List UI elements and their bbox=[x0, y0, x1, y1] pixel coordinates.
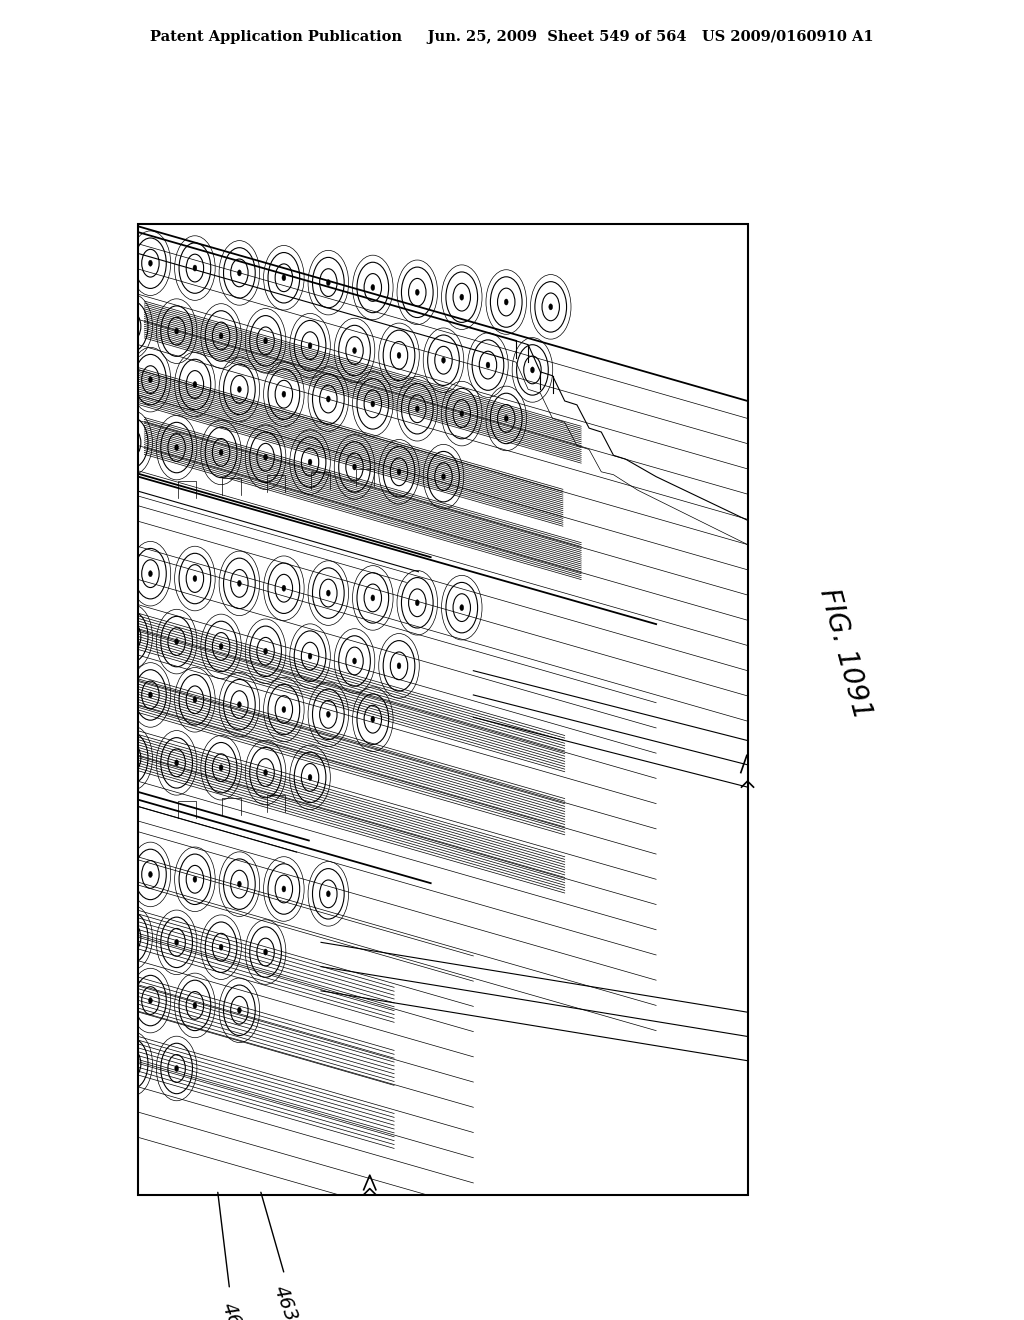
Circle shape bbox=[148, 998, 153, 1003]
Circle shape bbox=[371, 401, 375, 407]
Circle shape bbox=[219, 643, 223, 649]
Circle shape bbox=[416, 289, 419, 296]
Circle shape bbox=[460, 294, 464, 300]
Circle shape bbox=[193, 697, 197, 702]
Circle shape bbox=[130, 755, 134, 762]
Circle shape bbox=[148, 260, 153, 267]
Circle shape bbox=[397, 469, 401, 475]
Circle shape bbox=[263, 648, 267, 655]
Circle shape bbox=[238, 1007, 242, 1014]
Circle shape bbox=[148, 376, 153, 383]
Circle shape bbox=[327, 396, 330, 403]
Bar bbox=[138, 224, 748, 1195]
Circle shape bbox=[219, 944, 223, 950]
Circle shape bbox=[175, 445, 178, 450]
Circle shape bbox=[148, 871, 153, 878]
Circle shape bbox=[352, 657, 356, 664]
Circle shape bbox=[282, 886, 286, 892]
Circle shape bbox=[308, 775, 312, 780]
Text: 46367: 46367 bbox=[218, 1300, 257, 1320]
Circle shape bbox=[327, 590, 330, 597]
Circle shape bbox=[327, 711, 330, 717]
Circle shape bbox=[282, 706, 286, 713]
Circle shape bbox=[148, 692, 153, 698]
Circle shape bbox=[308, 459, 312, 465]
Circle shape bbox=[175, 639, 178, 644]
Circle shape bbox=[352, 463, 356, 470]
Circle shape bbox=[549, 304, 553, 310]
Circle shape bbox=[371, 284, 375, 290]
Circle shape bbox=[416, 599, 419, 606]
Circle shape bbox=[175, 760, 178, 766]
Circle shape bbox=[130, 634, 134, 640]
Circle shape bbox=[193, 381, 197, 388]
Circle shape bbox=[193, 265, 197, 271]
Circle shape bbox=[219, 764, 223, 771]
Circle shape bbox=[130, 440, 134, 446]
Circle shape bbox=[416, 405, 419, 412]
Circle shape bbox=[282, 391, 286, 397]
Circle shape bbox=[219, 449, 223, 455]
Circle shape bbox=[238, 387, 242, 392]
Circle shape bbox=[263, 770, 267, 776]
Circle shape bbox=[460, 605, 464, 611]
Circle shape bbox=[238, 269, 242, 276]
Circle shape bbox=[175, 1065, 178, 1072]
Circle shape bbox=[282, 275, 286, 281]
Circle shape bbox=[175, 329, 178, 334]
Circle shape bbox=[530, 367, 535, 374]
Circle shape bbox=[219, 333, 223, 339]
Circle shape bbox=[193, 876, 197, 882]
Circle shape bbox=[282, 585, 286, 591]
Circle shape bbox=[327, 280, 330, 285]
Text: Patent Application Publication     Jun. 25, 2009  Sheet 549 of 564   US 2009/016: Patent Application Publication Jun. 25, … bbox=[151, 30, 873, 44]
Circle shape bbox=[130, 935, 134, 941]
Circle shape bbox=[397, 352, 401, 359]
Circle shape bbox=[175, 940, 178, 945]
Circle shape bbox=[193, 576, 197, 582]
Circle shape bbox=[441, 474, 445, 479]
Circle shape bbox=[352, 347, 356, 354]
Circle shape bbox=[263, 949, 267, 956]
Circle shape bbox=[238, 882, 242, 887]
Text: FIG. 1091: FIG. 1091 bbox=[814, 585, 876, 722]
Circle shape bbox=[460, 411, 464, 417]
Circle shape bbox=[308, 343, 312, 348]
Circle shape bbox=[505, 416, 508, 421]
Circle shape bbox=[263, 338, 267, 343]
Circle shape bbox=[371, 595, 375, 601]
Circle shape bbox=[397, 663, 401, 669]
Circle shape bbox=[505, 300, 508, 305]
Circle shape bbox=[238, 581, 242, 586]
Circle shape bbox=[308, 653, 312, 659]
Circle shape bbox=[371, 717, 375, 722]
Circle shape bbox=[238, 702, 242, 708]
Circle shape bbox=[130, 323, 134, 329]
Circle shape bbox=[193, 1002, 197, 1008]
Circle shape bbox=[486, 362, 489, 368]
Circle shape bbox=[130, 1060, 134, 1067]
Circle shape bbox=[441, 358, 445, 363]
Circle shape bbox=[263, 454, 267, 461]
Circle shape bbox=[148, 570, 153, 577]
Text: 46368: 46368 bbox=[270, 1283, 309, 1320]
Circle shape bbox=[327, 891, 330, 896]
